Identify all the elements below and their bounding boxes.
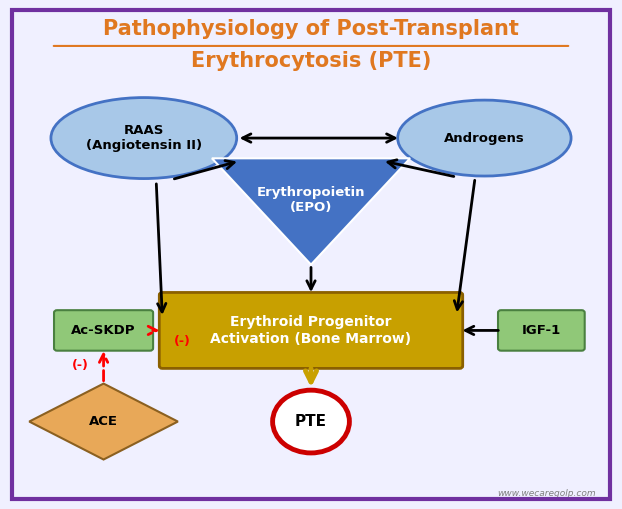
FancyBboxPatch shape xyxy=(498,310,585,351)
FancyBboxPatch shape xyxy=(54,310,153,351)
Ellipse shape xyxy=(397,100,571,176)
Circle shape xyxy=(272,390,350,453)
Text: (-): (-) xyxy=(174,335,190,348)
Text: (-): (-) xyxy=(72,359,88,373)
Text: Ac-SKDP: Ac-SKDP xyxy=(72,324,136,337)
Text: Erythrocytosis (PTE): Erythrocytosis (PTE) xyxy=(191,51,431,71)
Text: Erythropoietin
(EPO): Erythropoietin (EPO) xyxy=(257,186,365,214)
Text: IGF-1: IGF-1 xyxy=(522,324,561,337)
Ellipse shape xyxy=(51,98,237,179)
Text: Androgens: Androgens xyxy=(444,131,525,145)
Polygon shape xyxy=(212,158,410,265)
Text: RAAS
(Angiotensin II): RAAS (Angiotensin II) xyxy=(86,124,202,152)
Text: ACE: ACE xyxy=(89,415,118,428)
Text: PTE: PTE xyxy=(295,414,327,429)
FancyBboxPatch shape xyxy=(159,293,463,369)
Text: www.wecaregolp.com: www.wecaregolp.com xyxy=(497,490,596,498)
Polygon shape xyxy=(29,384,178,460)
Text: Erythroid Progenitor
Activation (Bone Marrow): Erythroid Progenitor Activation (Bone Ma… xyxy=(210,316,412,346)
Text: Pathophysiology of Post-Transplant: Pathophysiology of Post-Transplant xyxy=(103,19,519,39)
